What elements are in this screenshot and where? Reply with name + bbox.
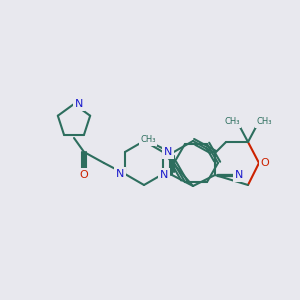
Text: CH₃: CH₃ [256, 118, 272, 127]
Text: N: N [164, 147, 172, 157]
Text: O: O [261, 158, 269, 168]
Text: O: O [80, 170, 88, 180]
Text: N: N [75, 99, 83, 109]
Text: CH₃: CH₃ [224, 118, 240, 127]
Text: N: N [235, 170, 243, 180]
Text: CH₃: CH₃ [140, 136, 156, 145]
Text: N: N [160, 170, 168, 180]
Text: N: N [116, 169, 124, 179]
